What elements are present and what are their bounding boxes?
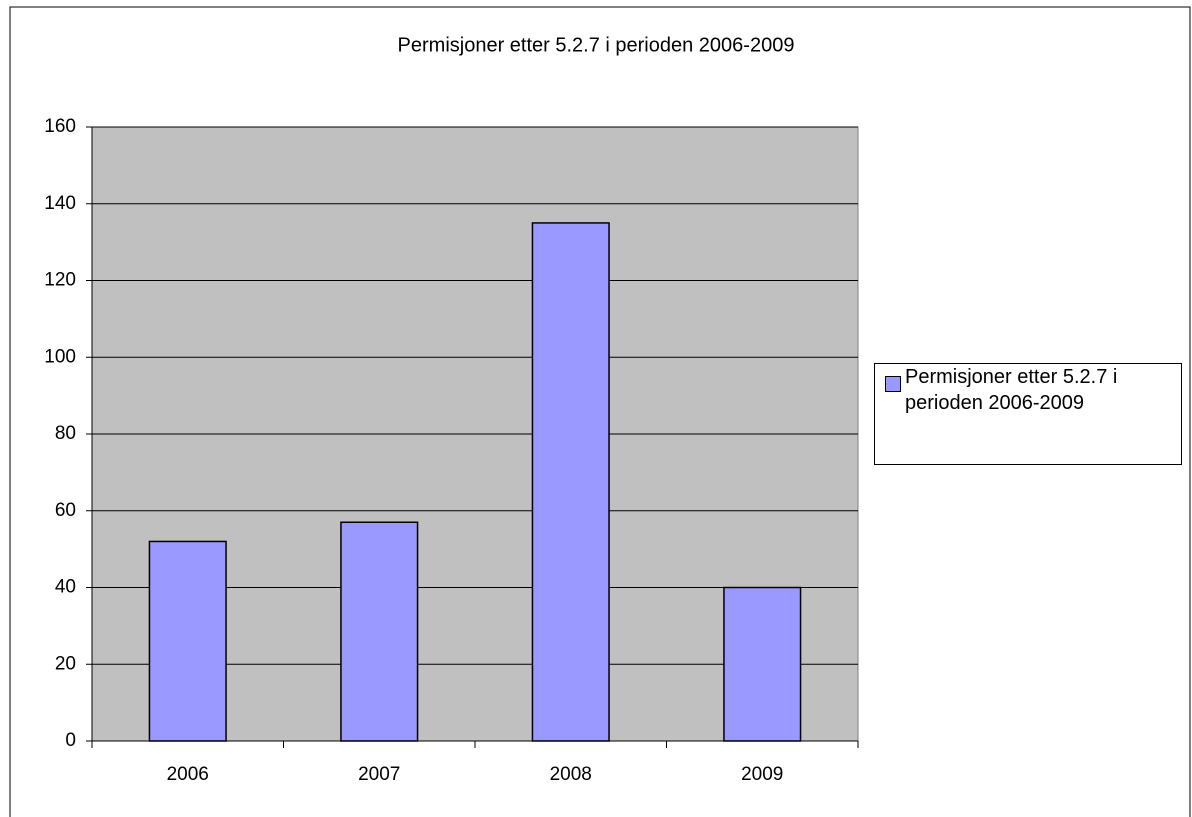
x-tick-label: 2007 [358, 764, 400, 785]
x-tick-label: 2009 [741, 764, 783, 785]
y-tick-label: 120 [44, 270, 76, 291]
legend-swatch [885, 376, 901, 392]
y-tick-label: 60 [55, 500, 76, 521]
bar [531, 222, 610, 742]
bar [723, 586, 802, 742]
y-tick-label: 0 [65, 730, 76, 751]
chart-title: Permisjoner etter 5.2.7 i perioden 2006-… [398, 34, 795, 56]
x-tick-label: 2008 [550, 764, 592, 785]
bar [148, 540, 227, 742]
y-tick-label: 80 [55, 423, 76, 444]
legend-label: Permisjoner etter 5.2.7 i perioden 2006-… [905, 366, 1118, 414]
y-tick-label: 100 [44, 346, 76, 367]
legend: Permisjoner etter 5.2.7 i perioden 2006-… [874, 363, 1182, 465]
y-tick-label: 140 [44, 193, 76, 214]
y-tick-label: 40 [55, 577, 76, 598]
y-tick-label: 20 [55, 653, 76, 674]
y-tick-label: 160 [44, 116, 76, 137]
bar [340, 521, 419, 742]
x-tick-label: 2006 [167, 764, 209, 785]
